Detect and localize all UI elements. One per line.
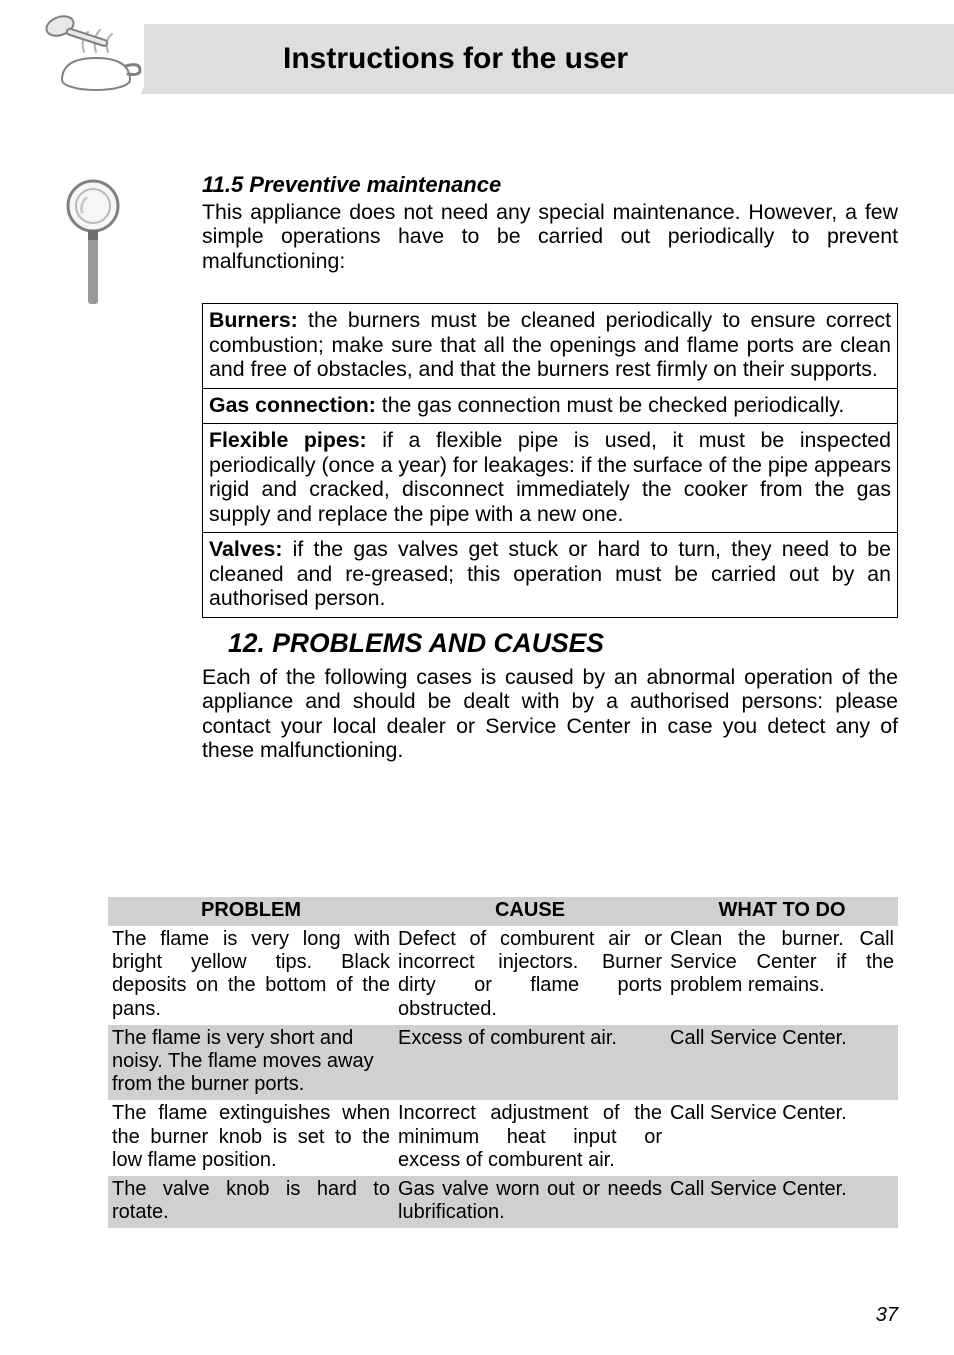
- definitions-table: Burners: the burners must be cleaned per…: [202, 303, 898, 617]
- cell-problem: The flame is very long with bright yello…: [108, 926, 394, 1025]
- problems-table: PROBLEM CAUSE WHAT TO DO The flame is ve…: [108, 897, 898, 1228]
- def-row: Gas connection: the gas connection must …: [203, 388, 898, 423]
- cell-action: Clean the burner. Call Service Center if…: [666, 926, 898, 1025]
- def-label: Burners:: [209, 308, 298, 332]
- page-title: Instructions for the user: [283, 42, 628, 76]
- magnifier-icon: [62, 178, 124, 308]
- spoon-pan-icon: [38, 8, 144, 98]
- page: Instructions for the user 11.5 Preventiv…: [0, 0, 954, 1355]
- cell-cause: Excess of comburent air.: [394, 1025, 666, 1101]
- cell-cause: Defect of comburent air or incorrect inj…: [394, 926, 666, 1025]
- def-row: Valves: if the gas valves get stuck or h…: [203, 533, 898, 617]
- intro-11-5: This appliance does not need any special…: [202, 200, 898, 273]
- cell-problem: The valve knob is hard to rotate.: [108, 1176, 394, 1228]
- problems-table-wrap: PROBLEM CAUSE WHAT TO DO The flame is ve…: [108, 897, 898, 1228]
- col-header-problem: PROBLEM: [108, 897, 394, 926]
- cell-action: Call Service Center.: [666, 1176, 898, 1228]
- def-label: Valves:: [209, 537, 282, 561]
- def-text: if the gas valves get stuck or hard to t…: [209, 537, 891, 610]
- header-bar: Instructions for the user: [105, 24, 954, 94]
- page-number: 37: [876, 1304, 898, 1327]
- def-text: the gas connection must be checked perio…: [376, 393, 844, 417]
- intro-12: Each of the following cases is caused by…: [202, 665, 898, 763]
- heading-12: 12. PROBLEMS AND CAUSES: [228, 628, 898, 659]
- cell-action: Call Service Center.: [666, 1100, 898, 1176]
- content-column: 11.5 Preventive maintenance This applian…: [202, 172, 898, 773]
- heading-11-5: 11.5 Preventive maintenance: [202, 172, 898, 198]
- def-label: Gas connection:: [209, 393, 376, 417]
- def-label: Flexible pipes:: [209, 428, 367, 452]
- cell-cause: Gas valve worn out or needs lubrificatio…: [394, 1176, 666, 1228]
- cell-cause: Incorrect adjustment of the minimum heat…: [394, 1100, 666, 1176]
- cell-problem: The flame is very short and noisy. The f…: [108, 1025, 394, 1101]
- def-text: the burners must be cleaned periodically…: [209, 308, 891, 381]
- cell-problem: The flame extinguishes when the burner k…: [108, 1100, 394, 1176]
- def-row: Burners: the burners must be cleaned per…: [203, 304, 898, 388]
- col-header-action: WHAT TO DO: [666, 897, 898, 926]
- col-header-cause: CAUSE: [394, 897, 666, 926]
- def-row: Flexible pipes: if a flexible pipe is us…: [203, 424, 898, 533]
- cell-action: Call Service Center.: [666, 1025, 898, 1101]
